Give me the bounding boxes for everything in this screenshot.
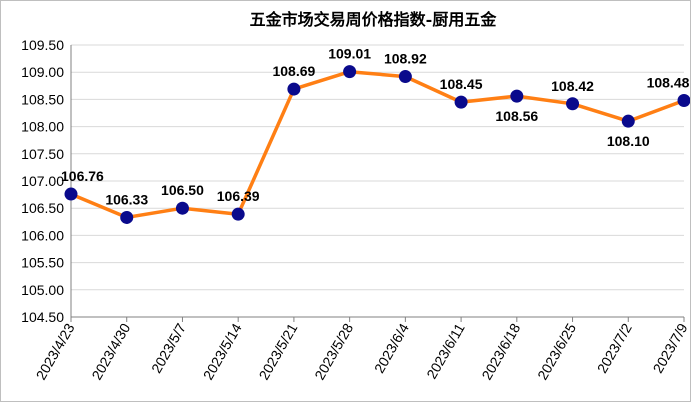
data-label: 108.69 — [272, 63, 315, 79]
data-label: 108.92 — [384, 51, 427, 67]
data-point — [510, 89, 524, 103]
x-tick-label: 2023/7/2 — [594, 320, 635, 375]
data-label: 106.76 — [61, 168, 104, 184]
data-label: 106.39 — [217, 188, 260, 204]
y-axis-ticks: 104.50 105.00 105.50 106.00 106.50 107.00 107.… — [21, 37, 64, 325]
data-point — [120, 210, 134, 224]
data-label: 106.50 — [161, 182, 204, 198]
data-label: 108.48 — [647, 74, 690, 90]
data-point — [231, 207, 245, 221]
series-line — [70, 69, 685, 220]
x-tick-label: 2023/6/25 — [534, 320, 579, 382]
y-tick-label: 106.00 — [21, 227, 64, 243]
x-tick-label: 2023/6/18 — [478, 320, 523, 382]
data-point — [454, 95, 468, 109]
y-tick-label: 107.50 — [21, 146, 64, 162]
data-label: 108.45 — [440, 76, 483, 92]
data-point — [566, 97, 580, 111]
y-tick-label: 108.50 — [21, 91, 64, 107]
data-label: 108.56 — [495, 108, 538, 124]
x-tick-label: 2023/6/4 — [371, 320, 412, 375]
x-tick-label: 2023/5/7 — [148, 320, 189, 375]
data-label: 108.10 — [607, 133, 650, 149]
x-tick-label: 2023/5/14 — [200, 320, 245, 382]
chart-title: 五金市场交易周价格指数-厨用五金 — [250, 10, 498, 29]
y-tick-label: 108.00 — [21, 119, 64, 135]
data-label: 108.42 — [551, 78, 594, 94]
y-tick-label: 109.00 — [21, 64, 64, 80]
y-tick-label: 105.50 — [21, 255, 64, 271]
y-tick-label: 109.50 — [21, 37, 64, 53]
data-points — [64, 65, 690, 224]
data-point — [621, 114, 635, 128]
data-label: 109.01 — [328, 46, 371, 62]
y-tick-label: 107.00 — [21, 173, 64, 189]
data-point — [677, 93, 690, 107]
y-tick-label: 106.50 — [21, 200, 64, 216]
axes — [70, 45, 684, 318]
data-point — [287, 82, 301, 96]
series-index — [70, 69, 685, 220]
data-point — [398, 70, 412, 84]
y-tick-label: 105.00 — [21, 282, 64, 298]
x-tick-label: 2023/7/9 — [649, 320, 690, 375]
x-tick-label: 2023/4/30 — [88, 320, 133, 382]
data-point — [175, 201, 189, 215]
data-label: 106.33 — [105, 191, 148, 207]
data-point — [64, 187, 78, 201]
x-axis-ticks: 2023/4/23 2023/4/30 2023/5/7 2023/5/14 2023/… — [33, 317, 690, 382]
data-point — [343, 65, 357, 79]
x-tick-label: 2023/6/11 — [423, 320, 468, 381]
y-tick-label: 104.50 — [21, 309, 64, 325]
x-tick-label: 2023/4/23 — [33, 320, 78, 382]
x-tick-label: 2023/5/28 — [311, 320, 356, 382]
x-tick-label: 2023/5/21 — [256, 320, 301, 382]
